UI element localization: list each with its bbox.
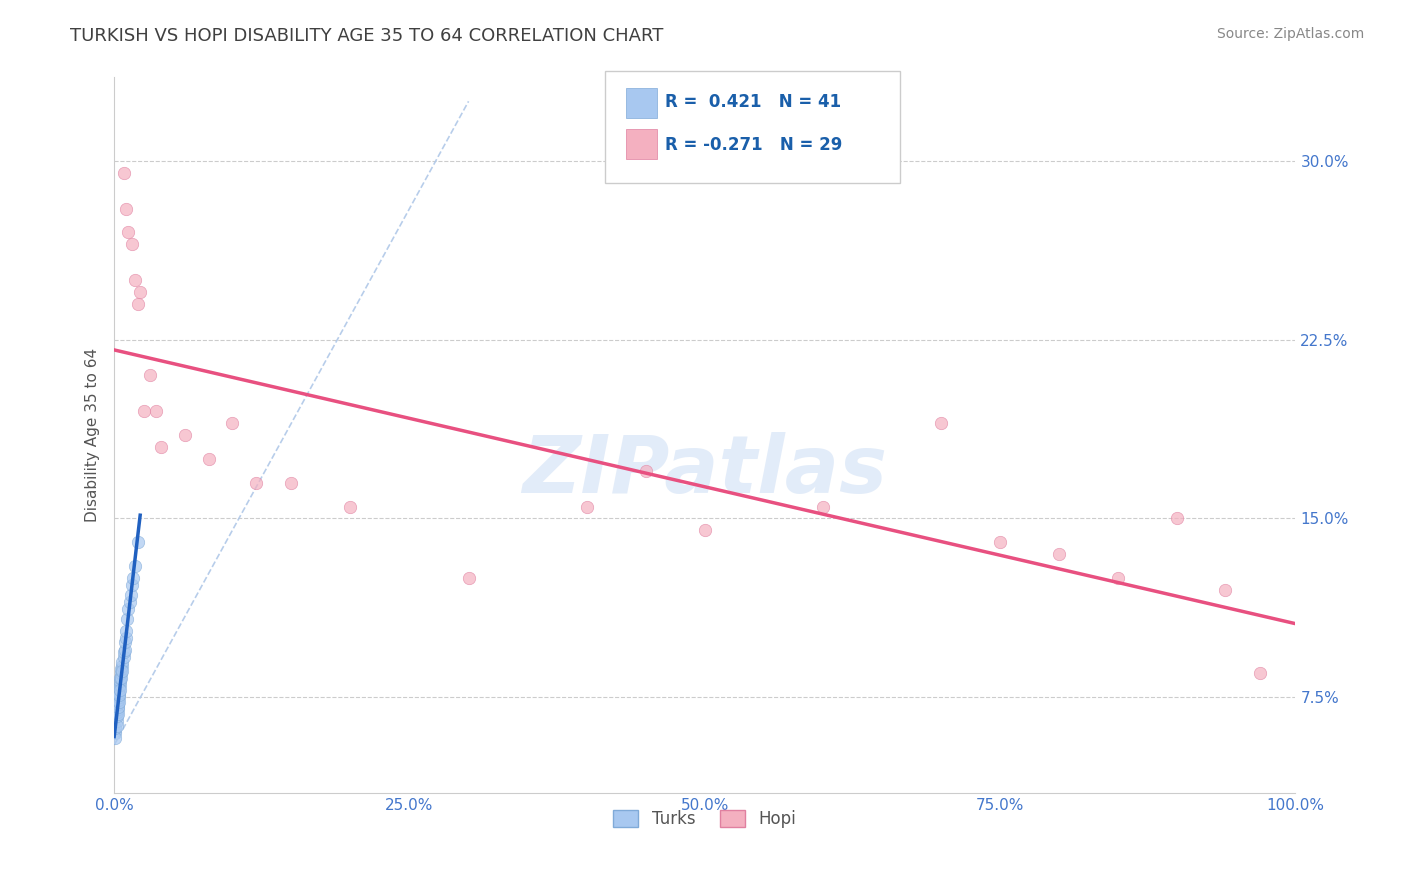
Point [693, 524, 716, 538]
Point [120, 588, 142, 602]
Point [575, 500, 598, 514]
Point [117, 226, 139, 240]
Point [174, 428, 197, 442]
Point [105, 709, 128, 723]
Point [110, 662, 132, 676]
Point [197, 451, 219, 466]
Point [127, 535, 149, 549]
Point [107, 702, 129, 716]
Point [105, 719, 128, 733]
Point [121, 578, 143, 592]
Point [107, 706, 129, 721]
Point [111, 655, 134, 669]
Point [138, 368, 160, 383]
Point [108, 688, 131, 702]
Point [1107, 571, 1129, 585]
Text: ZIPatlas: ZIPatlas [522, 432, 887, 510]
Point [107, 698, 129, 712]
Point [988, 535, 1011, 549]
Point [339, 500, 361, 514]
Point [811, 500, 834, 514]
Point [104, 726, 127, 740]
Point [118, 595, 141, 609]
Point [117, 602, 139, 616]
Point [104, 721, 127, 735]
Point [108, 683, 131, 698]
Point [245, 475, 267, 490]
Point [108, 678, 131, 692]
Text: TURKISH VS HOPI DISABILITY AGE 35 TO 64 CORRELATION CHART: TURKISH VS HOPI DISABILITY AGE 35 TO 64 … [70, 27, 664, 45]
Point [115, 631, 138, 645]
Point [150, 440, 173, 454]
Point [108, 685, 131, 699]
Point [115, 612, 138, 626]
Point [124, 273, 146, 287]
Point [1047, 547, 1070, 561]
Point [280, 475, 302, 490]
Point [104, 731, 127, 745]
Text: R =  0.421   N = 41: R = 0.421 N = 41 [665, 93, 841, 111]
Point [145, 404, 167, 418]
Point [127, 297, 149, 311]
Point [112, 645, 135, 659]
Point [112, 649, 135, 664]
Point [121, 237, 143, 252]
Text: Source: ZipAtlas.com: Source: ZipAtlas.com [1216, 27, 1364, 41]
Point [457, 571, 479, 585]
Point [132, 404, 155, 418]
Point [221, 416, 243, 430]
Point [1166, 511, 1188, 525]
Point [107, 692, 129, 706]
Point [1249, 666, 1271, 681]
Point [110, 666, 132, 681]
Point [929, 416, 952, 430]
Text: R = -0.271   N = 29: R = -0.271 N = 29 [665, 136, 842, 153]
Point [129, 285, 152, 299]
Point [114, 642, 136, 657]
Point [115, 202, 138, 216]
Point [105, 705, 128, 719]
Point [124, 559, 146, 574]
Point [111, 659, 134, 673]
Point [1213, 582, 1236, 597]
Point [114, 635, 136, 649]
Point [108, 671, 131, 685]
Y-axis label: Disability Age 35 to 64: Disability Age 35 to 64 [86, 348, 100, 522]
Point [634, 464, 657, 478]
Point [112, 166, 135, 180]
Legend: Turks, Hopi: Turks, Hopi [606, 803, 803, 834]
Point [115, 624, 138, 638]
Point [108, 673, 131, 688]
Point [108, 690, 131, 705]
Point [111, 664, 134, 678]
Point [108, 695, 131, 709]
Point [107, 699, 129, 714]
Point [110, 671, 132, 685]
Point [122, 571, 145, 585]
Point [105, 714, 128, 728]
Point [108, 681, 131, 695]
